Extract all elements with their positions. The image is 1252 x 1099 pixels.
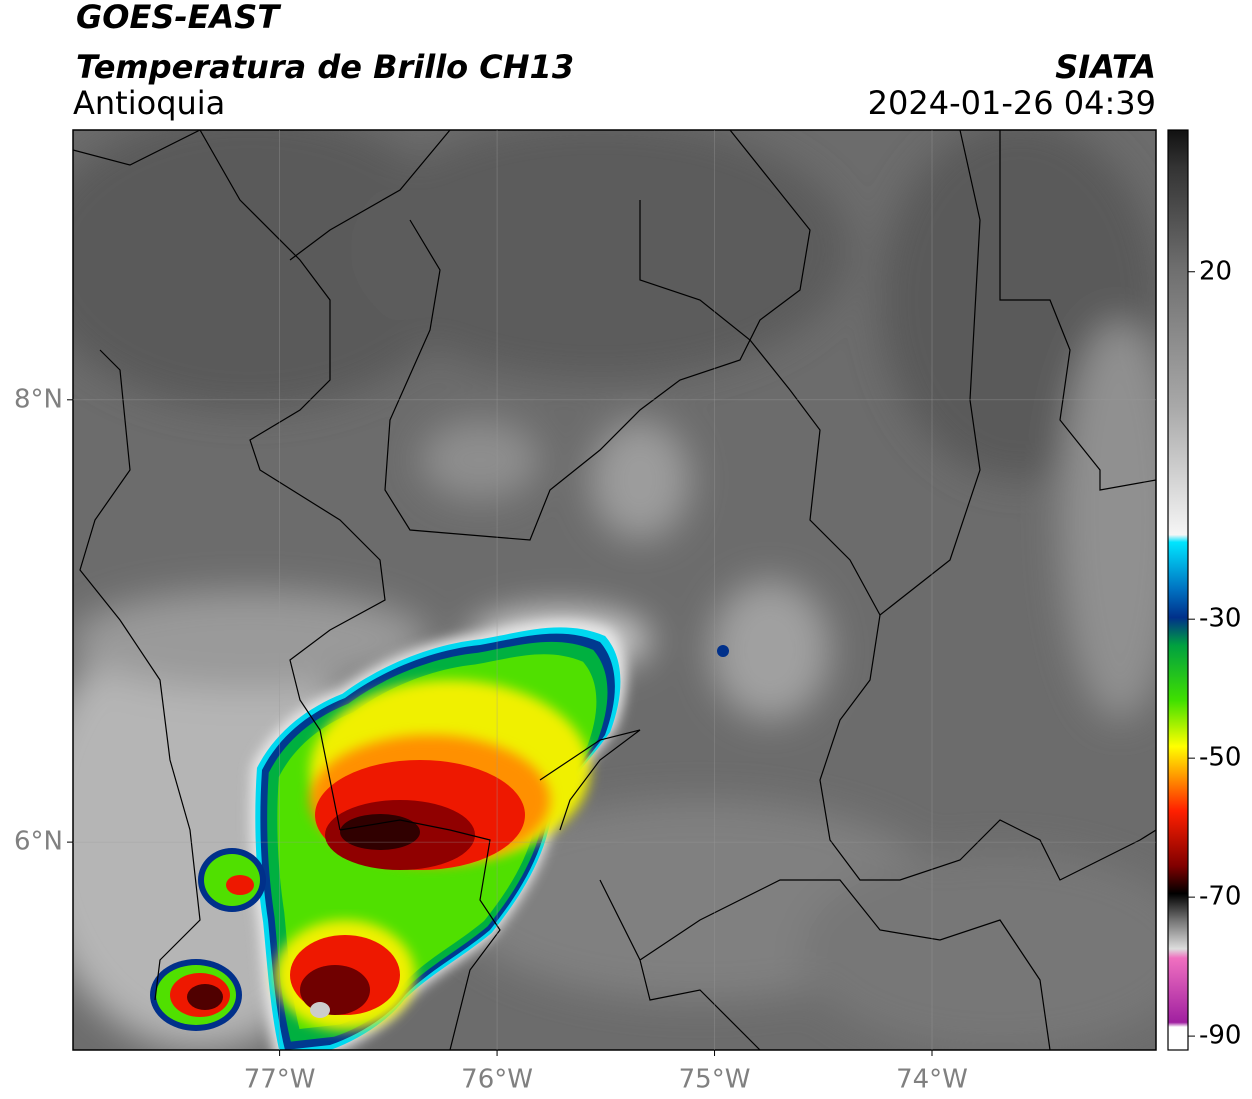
product-title: Temperatura de Brillo CH13 [76,48,574,86]
y-tick-label: 8°N [14,384,63,414]
colorbar-tick-label: 20 [1199,256,1232,286]
colorbar-tick-label: -90 [1199,1021,1241,1051]
satellite-title: GOES-EAST [76,0,281,36]
colorbar [1167,129,1189,1051]
colorbar-tick-label: -30 [1199,604,1241,634]
x-tick-label: 75°W [679,1065,751,1095]
map-frame [72,129,1157,1051]
x-tick-label: 76°W [461,1065,533,1095]
y-tick-label: 6°N [14,827,63,857]
colorbar-tick-label: -50 [1199,743,1241,773]
x-tick-label: 77°W [244,1065,316,1095]
region-label: Antioquia [73,84,225,122]
source-label: SIATA [1055,48,1156,86]
x-tick-label: 74°W [896,1065,968,1095]
map-imagery [73,130,1156,1050]
colorbar-tick-label: -70 [1199,882,1241,912]
datetime-label: 2024-01-26 04:39 [868,84,1156,122]
